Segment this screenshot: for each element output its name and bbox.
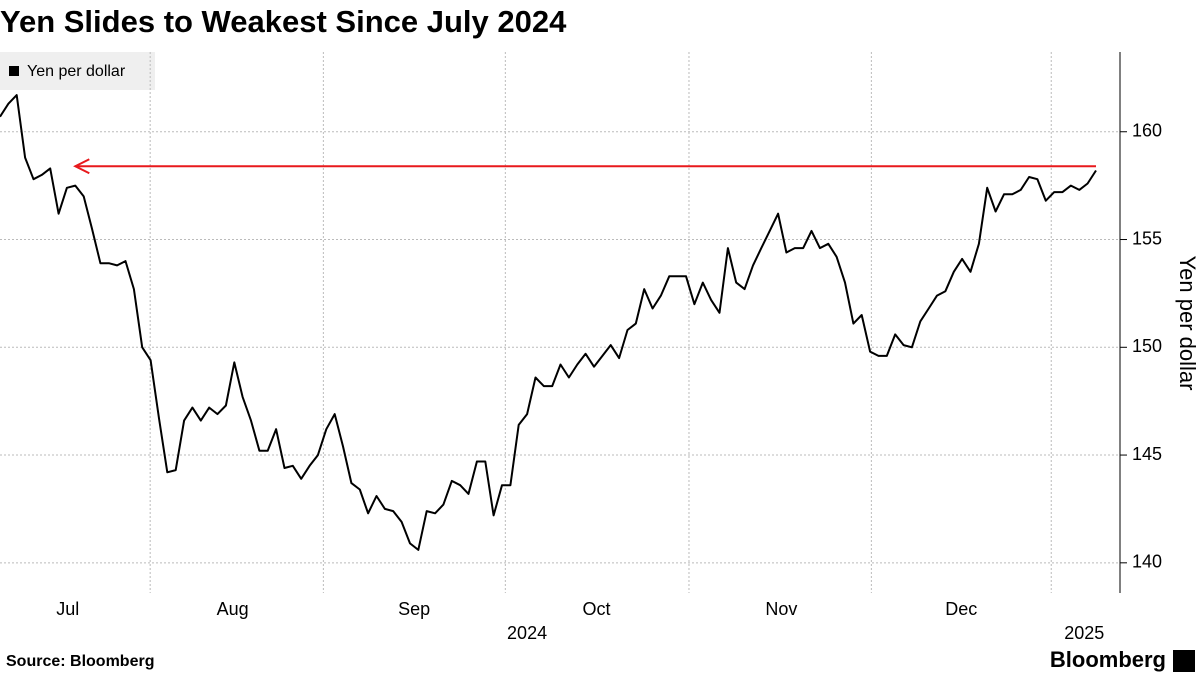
y-axis-label: Yen per dollar [1175, 256, 1200, 391]
x-tick-label: Nov [765, 599, 797, 619]
brand-icon [1173, 650, 1195, 672]
y-tick-label: 150 [1132, 336, 1162, 356]
brand: Bloomberg [1050, 647, 1166, 672]
x-tick-label: Dec [945, 599, 977, 619]
x-tick-label: Oct [583, 599, 611, 619]
y-tick-label: 155 [1132, 228, 1162, 248]
x-tick-label: Aug [217, 599, 249, 619]
x-tick-label: Sep [398, 599, 430, 619]
legend-box [0, 52, 155, 90]
line-series [0, 94, 1097, 551]
y-tick-label: 160 [1132, 120, 1162, 140]
legend-label: Yen per dollar [27, 63, 126, 80]
source: Source: Bloomberg [6, 653, 154, 670]
chart-title: Yen Slides to Weakest Since July 2024 [0, 4, 567, 39]
x-year-label: 2024 [507, 623, 547, 643]
x-year-label: 2025 [1064, 623, 1104, 643]
y-tick-label: 140 [1132, 552, 1162, 572]
x-tick-label: Jul [56, 599, 79, 619]
legend-swatch [9, 66, 19, 76]
y-tick-label: 145 [1132, 444, 1162, 464]
reference-arrow [73, 158, 90, 175]
